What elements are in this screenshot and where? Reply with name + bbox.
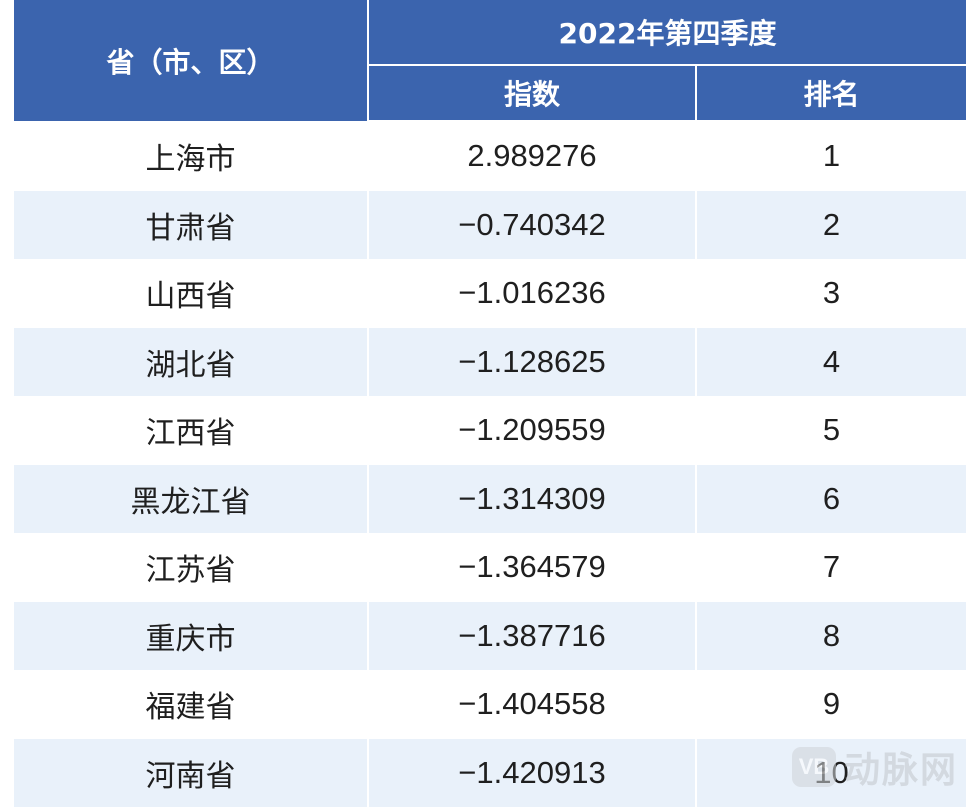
table-header: 省（市、区） 2022年第四季度 指数 排名 [14, 0, 966, 122]
cell-index: −0.740342 [368, 190, 697, 259]
cell-rank: 2 [696, 190, 966, 259]
cell-rank: 7 [696, 533, 966, 602]
cell-rank: 6 [696, 464, 966, 533]
cell-region: 上海市 [14, 121, 369, 191]
table-row: 山西省 −1.016236 3 [14, 259, 966, 328]
cell-region: 湖北省 [14, 327, 369, 396]
cell-index: 2.989276 [368, 121, 697, 191]
table-row: 黑龙江省 −1.314309 6 [14, 464, 966, 533]
header-period: 2022年第四季度 [368, 0, 966, 66]
cell-region: 山西省 [14, 259, 369, 328]
cell-region: 重庆市 [14, 601, 369, 670]
table-row: 江西省 −1.209559 5 [14, 396, 966, 465]
table-row: 河南省 −1.420913 10 [14, 738, 966, 807]
cell-index: −1.016236 [368, 259, 697, 328]
cell-rank: 8 [696, 601, 966, 670]
table-body: 上海市 2.989276 1 甘肃省 −0.740342 2 山西省 −1.01… [14, 121, 966, 807]
cell-index: −1.128625 [368, 327, 697, 396]
cell-index: −1.314309 [368, 464, 697, 533]
ranking-table: 省（市、区） 2022年第四季度 指数 排名 上海市 2.989276 1 甘肃… [14, 0, 966, 807]
ranking-table-container: 省（市、区） 2022年第四季度 指数 排名 上海市 2.989276 1 甘肃… [14, 0, 966, 807]
cell-region: 黑龙江省 [14, 464, 369, 533]
header-index: 指数 [368, 65, 697, 122]
cell-index: −1.364579 [368, 533, 697, 602]
cell-region: 河南省 [14, 738, 369, 807]
header-region: 省（市、区） [14, 0, 369, 121]
cell-region: 江西省 [14, 396, 369, 465]
cell-region: 福建省 [14, 670, 369, 739]
cell-index: −1.387716 [368, 601, 697, 670]
cell-region: 甘肃省 [14, 190, 369, 259]
table-row: 甘肃省 −0.740342 2 [14, 190, 966, 259]
cell-index: −1.209559 [368, 396, 697, 465]
table-row: 上海市 2.989276 1 [14, 121, 966, 191]
header-rank: 排名 [696, 65, 966, 122]
cell-rank: 9 [696, 670, 966, 739]
cell-rank: 1 [696, 121, 966, 191]
table-row: 福建省 −1.404558 9 [14, 670, 966, 739]
cell-rank: 3 [696, 259, 966, 328]
cell-region: 江苏省 [14, 533, 369, 602]
cell-index: −1.404558 [368, 670, 697, 739]
cell-index: −1.420913 [368, 738, 697, 807]
table-row: 湖北省 −1.128625 4 [14, 327, 966, 396]
cell-rank: 4 [696, 327, 966, 396]
table-row: 江苏省 −1.364579 7 [14, 533, 966, 602]
cell-rank: 10 [696, 738, 966, 807]
table-row: 重庆市 −1.387716 8 [14, 601, 966, 670]
cell-rank: 5 [696, 396, 966, 465]
